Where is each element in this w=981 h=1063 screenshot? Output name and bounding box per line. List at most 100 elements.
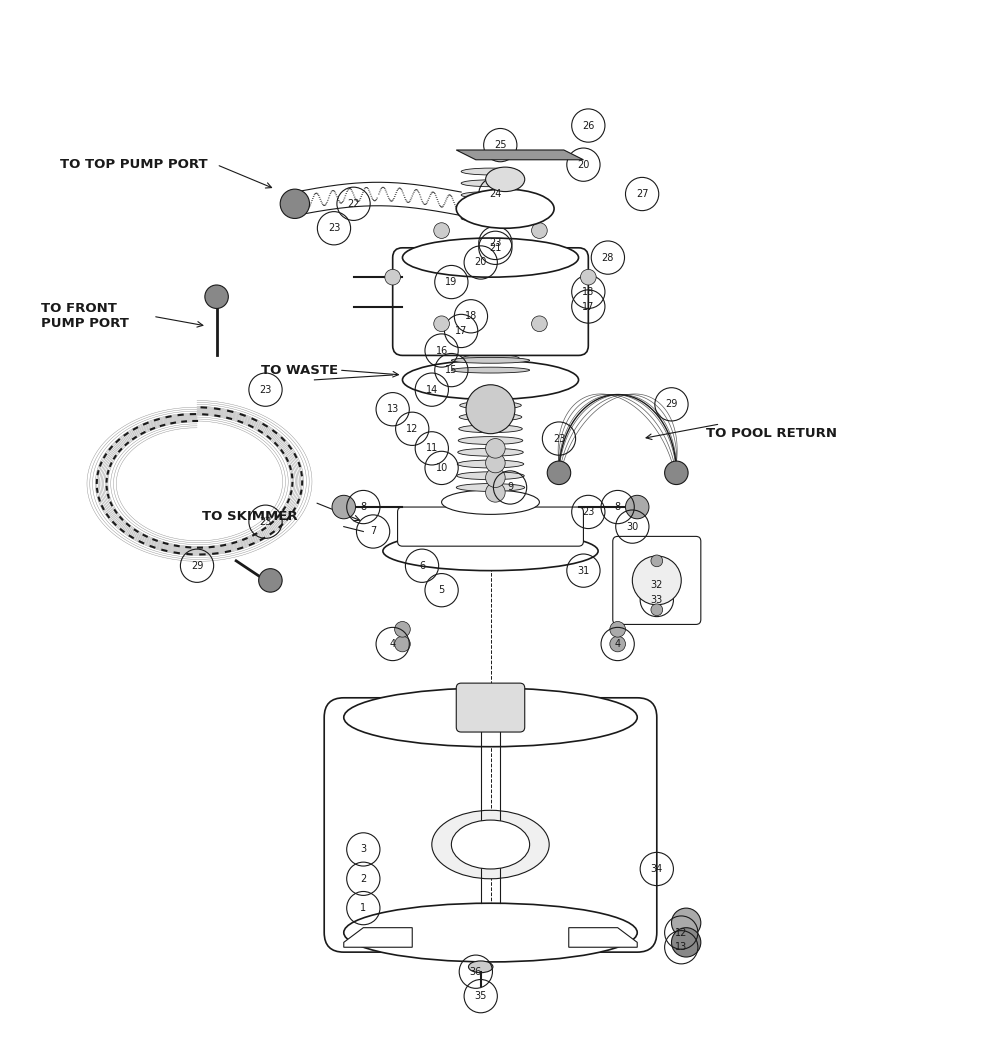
Circle shape (434, 223, 449, 238)
Text: 17: 17 (455, 326, 467, 336)
Text: 24: 24 (490, 189, 501, 199)
Ellipse shape (432, 810, 549, 879)
Text: 18: 18 (465, 311, 477, 321)
Circle shape (610, 636, 626, 652)
Circle shape (651, 555, 663, 567)
Ellipse shape (451, 367, 530, 373)
Ellipse shape (462, 354, 519, 362)
Ellipse shape (459, 425, 522, 433)
Ellipse shape (402, 360, 579, 400)
Ellipse shape (402, 238, 579, 277)
Text: 18: 18 (582, 287, 594, 297)
Ellipse shape (441, 490, 540, 514)
Text: 6: 6 (419, 561, 425, 571)
Circle shape (486, 468, 505, 488)
Circle shape (466, 385, 515, 434)
Text: 33: 33 (650, 595, 663, 605)
Text: 8: 8 (360, 502, 366, 512)
Circle shape (434, 316, 449, 332)
Ellipse shape (462, 342, 519, 351)
Ellipse shape (460, 402, 521, 409)
Text: 28: 28 (601, 253, 614, 263)
Text: 7: 7 (370, 526, 377, 537)
Text: TO POOL RETURN: TO POOL RETURN (705, 427, 837, 440)
Text: 20: 20 (577, 159, 590, 170)
Text: TO FRONT
PUMP PORT: TO FRONT PUMP PORT (40, 302, 129, 331)
Text: 23: 23 (259, 517, 272, 527)
Text: 2: 2 (360, 874, 367, 883)
Text: 16: 16 (436, 345, 447, 355)
Ellipse shape (458, 449, 523, 456)
Text: 4: 4 (389, 639, 395, 649)
Ellipse shape (486, 167, 525, 191)
Ellipse shape (461, 180, 520, 187)
Text: 27: 27 (636, 189, 648, 199)
Circle shape (671, 928, 700, 957)
FancyBboxPatch shape (324, 697, 657, 952)
Circle shape (205, 285, 229, 308)
Circle shape (486, 439, 505, 458)
Ellipse shape (451, 338, 530, 343)
Circle shape (547, 461, 571, 485)
Ellipse shape (461, 191, 520, 199)
Ellipse shape (461, 215, 520, 222)
Text: 29: 29 (191, 561, 203, 571)
Circle shape (394, 622, 410, 637)
Text: 4: 4 (615, 639, 621, 649)
Text: 34: 34 (650, 864, 663, 874)
Text: 8: 8 (615, 502, 621, 512)
Text: 12: 12 (675, 928, 688, 938)
Ellipse shape (451, 820, 530, 868)
Circle shape (281, 189, 310, 219)
Circle shape (259, 569, 283, 592)
Ellipse shape (469, 961, 492, 973)
Circle shape (671, 908, 700, 938)
Circle shape (664, 461, 688, 485)
Circle shape (532, 316, 547, 332)
Ellipse shape (343, 688, 638, 746)
Text: 13: 13 (387, 404, 399, 415)
Text: 14: 14 (426, 385, 438, 394)
Ellipse shape (463, 331, 518, 339)
Text: 13: 13 (675, 942, 688, 952)
Text: 23: 23 (328, 223, 340, 233)
Text: 30: 30 (626, 522, 639, 532)
Text: 1: 1 (360, 904, 366, 913)
Ellipse shape (456, 189, 554, 229)
Text: 25: 25 (494, 140, 506, 150)
Circle shape (651, 604, 663, 615)
Ellipse shape (456, 484, 525, 491)
Circle shape (610, 622, 626, 637)
Text: 5: 5 (439, 586, 444, 595)
Text: 20: 20 (475, 257, 487, 268)
FancyBboxPatch shape (397, 507, 584, 546)
Text: TO SKIMMER: TO SKIMMER (202, 510, 297, 523)
Circle shape (486, 453, 505, 473)
Text: 10: 10 (436, 462, 447, 473)
Circle shape (385, 269, 400, 285)
Text: 17: 17 (582, 302, 594, 311)
Ellipse shape (383, 532, 598, 571)
Ellipse shape (457, 460, 524, 468)
Text: 23: 23 (552, 434, 565, 443)
Ellipse shape (459, 414, 522, 421)
Text: TO WASTE: TO WASTE (261, 364, 337, 376)
Text: 32: 32 (650, 580, 663, 590)
Ellipse shape (451, 357, 530, 364)
Ellipse shape (461, 366, 520, 374)
Text: 29: 29 (665, 400, 678, 409)
Text: 23: 23 (582, 507, 594, 517)
Text: 12: 12 (406, 424, 419, 434)
Text: 21: 21 (490, 242, 501, 253)
Text: 19: 19 (445, 277, 457, 287)
Circle shape (626, 495, 649, 519)
Ellipse shape (460, 390, 521, 398)
Circle shape (486, 483, 505, 502)
Text: 31: 31 (577, 566, 590, 576)
Text: 3: 3 (360, 844, 366, 855)
Polygon shape (456, 150, 584, 159)
Text: 23: 23 (490, 238, 501, 248)
Circle shape (633, 556, 681, 605)
Ellipse shape (461, 203, 520, 210)
Text: 9: 9 (507, 483, 513, 492)
